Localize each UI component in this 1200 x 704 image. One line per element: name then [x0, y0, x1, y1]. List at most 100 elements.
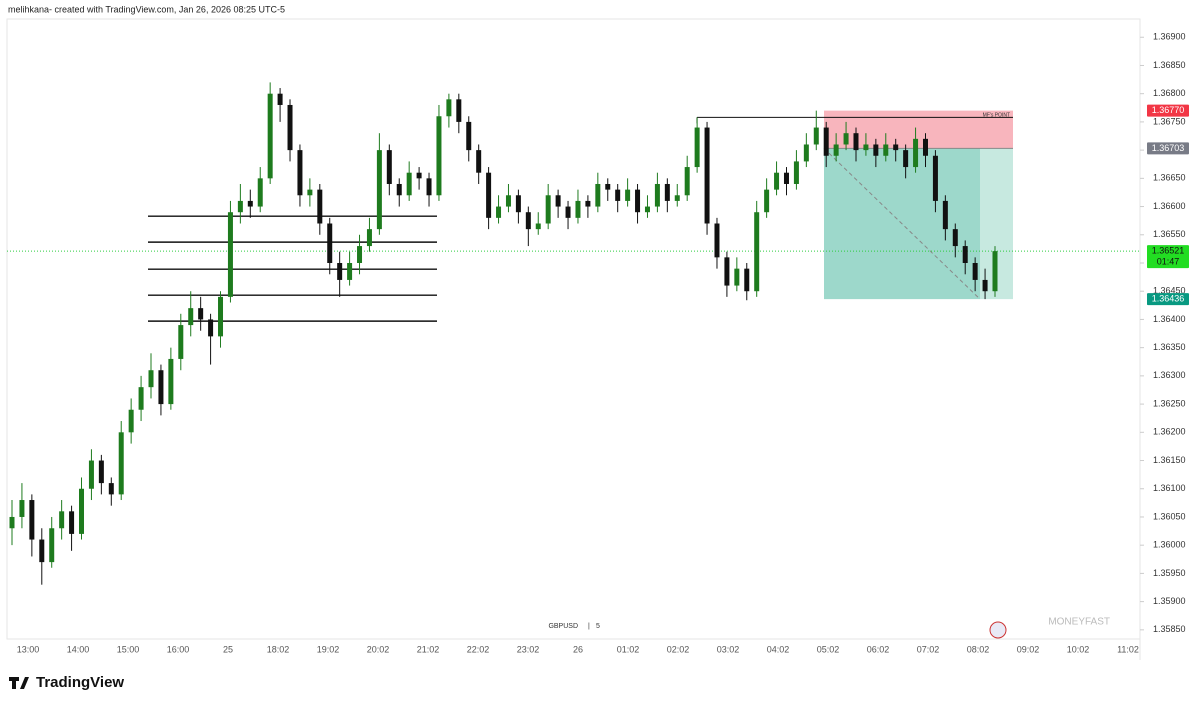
y-tick-label: 1.36550: [1153, 229, 1186, 239]
x-tick-label: 06:02: [867, 644, 890, 654]
candle-body: [704, 127, 710, 224]
candle-body: [138, 387, 144, 410]
candle-body: [237, 200, 243, 213]
candle-body: [803, 144, 809, 162]
x-tick-label: 16:00: [167, 644, 190, 654]
candle-body: [416, 172, 422, 179]
candle-body: [833, 144, 839, 156]
annotation-label: MF's POINT: [983, 113, 1010, 119]
x-tick-label: 01:02: [617, 644, 640, 654]
candle-body: [108, 483, 114, 495]
x-tick-label: 07:02: [917, 644, 940, 654]
candle-body: [327, 223, 333, 263]
last-price-bg: [1147, 245, 1189, 269]
candle-body: [545, 195, 551, 224]
candle-body: [724, 257, 730, 286]
candle-body: [635, 189, 641, 213]
candle-body: [674, 195, 680, 201]
candle-body: [307, 189, 313, 196]
x-tick-label: 20:02: [367, 644, 390, 654]
candle-body: [188, 308, 194, 326]
candle-body: [59, 511, 65, 529]
x-tick-label: 11:02: [1117, 644, 1139, 654]
candle-body: [595, 183, 601, 207]
candle-body: [664, 183, 670, 201]
candle-body: [555, 195, 561, 207]
candle-body: [565, 206, 571, 218]
candle-body: [575, 200, 581, 218]
candle-body: [694, 127, 700, 168]
candle-body: [873, 144, 879, 156]
candle-body: [297, 150, 303, 196]
candle-body: [39, 539, 45, 563]
candle-body: [496, 206, 502, 218]
x-tick-label: 03:02: [717, 644, 740, 654]
header: melihkana- created with TradingView.com,…: [8, 4, 285, 14]
x-tick-label: 21:02: [417, 644, 440, 654]
y-tick-label: 1.35850: [1153, 624, 1186, 634]
interval: 5: [596, 623, 600, 630]
flag-icon: [989, 621, 1007, 639]
candle-body: [79, 488, 85, 534]
candle-body: [932, 155, 938, 201]
candle-body: [823, 127, 829, 156]
candle-body: [922, 138, 928, 156]
y-tick-label: 1.36600: [1153, 201, 1186, 211]
candle-body: [863, 144, 869, 151]
candle-body: [227, 212, 233, 297]
candle-body: [198, 308, 204, 320]
brand-logo: [9, 677, 29, 689]
candle-body: [515, 195, 521, 213]
entry-price-label-bg: [1147, 142, 1189, 155]
candle-body: [69, 511, 75, 534]
candle-body: [684, 167, 690, 196]
y-tick-label: 1.36350: [1153, 342, 1186, 352]
y-tick-label: 1.36250: [1153, 398, 1186, 408]
candle-body: [148, 370, 154, 388]
symbol: GBPUSD: [548, 623, 578, 630]
candle-body: [98, 460, 104, 484]
candle-body: [893, 144, 899, 151]
entry-price-label: 1.36703: [1152, 143, 1185, 153]
candle-body: [535, 223, 541, 230]
candle-body: [357, 246, 363, 263]
y-tick-label: 1.36450: [1153, 286, 1186, 296]
target-price-label-bg: [1147, 293, 1189, 306]
candle-body: [734, 268, 740, 286]
y-tick-label: 1.35950: [1153, 568, 1186, 578]
x-tick-label: 09:02: [1017, 644, 1040, 654]
candle-body: [883, 144, 889, 156]
candle-body: [525, 212, 531, 230]
x-tick-label: 04:02: [767, 644, 790, 654]
candle-body: [605, 183, 611, 190]
x-tick-label: 15:00: [117, 644, 140, 654]
candle-body: [972, 262, 978, 280]
candle-body: [764, 189, 770, 213]
candle-body: [476, 150, 482, 173]
candle-body: [366, 229, 372, 247]
candle-body: [49, 528, 55, 563]
candle-body: [913, 138, 919, 168]
candle-body: [118, 432, 124, 495]
y-tick-label: 1.36750: [1153, 116, 1186, 126]
candle-body: [386, 150, 392, 184]
x-tick-label: 13:00: [17, 644, 40, 654]
y-tick-label: 1.36100: [1153, 483, 1186, 493]
candle-body: [178, 325, 184, 359]
x-tick-label: 18:02: [267, 644, 290, 654]
candle-body: [783, 172, 789, 184]
candle-body: [376, 150, 382, 230]
logo-mark: [9, 677, 29, 689]
candle-body: [287, 104, 293, 151]
trade-path: [823, 148, 981, 300]
candle-body: [396, 183, 402, 196]
candle-body: [644, 206, 650, 213]
last-price-label: 1.36521: [1152, 246, 1185, 256]
target-price-label: 1.36436: [1152, 293, 1185, 303]
candle-body: [337, 262, 343, 280]
candle-body: [615, 189, 621, 201]
candle-body: [903, 150, 909, 168]
candle-body: [962, 246, 968, 263]
x-tick-label: 10:02: [1067, 644, 1090, 654]
candle-body: [505, 195, 511, 207]
